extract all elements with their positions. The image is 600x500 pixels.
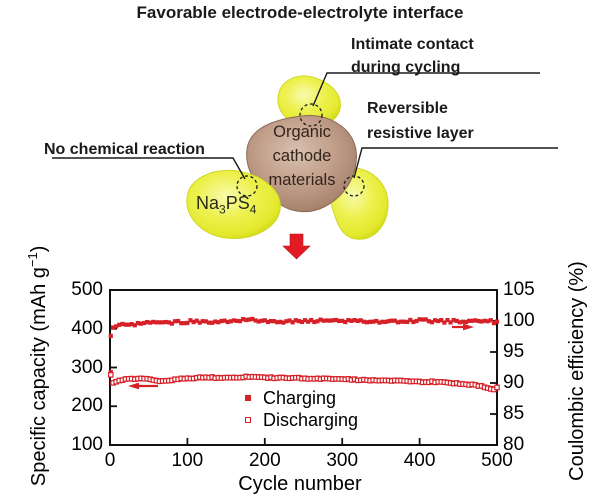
electrolyte-formula-sub2: 4 [249, 202, 257, 217]
right-axis-arrow-icon [452, 323, 474, 331]
annotation-no-chemical-reaction: No chemical reaction [44, 141, 205, 158]
axis-pointer-arrows [128, 323, 474, 390]
contact-circle-top [299, 103, 323, 127]
y-right-tick-label: 80 [503, 434, 525, 455]
x-tick-label: 300 [326, 450, 359, 471]
annotation-intimate-contact-line1: Intimate contact [351, 36, 474, 53]
pointer-line-intimate-contact [312, 72, 540, 107]
cathode-particle [246, 115, 357, 213]
electrolyte-formula-mid: PS [225, 193, 250, 213]
annotation-pointer-lines [52, 72, 558, 180]
cathode-material-label: Organic cathode materials [243, 120, 361, 192]
y-left-tick-label: 500 [71, 279, 103, 300]
y-axis-label-left: Specific capacity (mAh g−1) [22, 216, 50, 500]
legend-charging-label: Charging [263, 388, 337, 408]
annotation-reversible-layer: Reversible resistive layer [367, 96, 474, 146]
figure-title: Favorable electrode-electrolyte interfac… [136, 3, 464, 22]
axis-ticks [110, 320, 497, 445]
x-tick-label: 0 [104, 450, 116, 471]
pointer-line-reversible-layer [353, 147, 558, 179]
annotation-reversible-line1: Reversible [367, 100, 448, 117]
electrolyte-formula-label: Na3PS4 [196, 193, 256, 217]
data-markers [107, 316, 500, 393]
annotation-intimate-contact: Intimate contact during cycling [351, 33, 474, 79]
legend-charging-marker [245, 395, 251, 401]
y-left-tick-label: 100 [71, 434, 103, 455]
y-right-tick-label: 100 [503, 310, 535, 331]
pointer-line-no-chemical-reaction [52, 157, 246, 180]
annotation-reversible-line2: resistive layer [367, 125, 474, 142]
x-tick-label: 200 [248, 450, 281, 471]
y-axis-label-right: Coulombic efficiency (%) [566, 261, 588, 481]
electrolyte-formula-sub1: 3 [219, 202, 226, 217]
left-axis-arrow-icon [128, 382, 158, 390]
cathode-label-line2: cathode [272, 147, 332, 165]
x-tick-label: 500 [481, 450, 513, 471]
y-left-tick-label: 200 [71, 395, 103, 417]
y-axis-label-left-sup: −1 [25, 252, 41, 268]
annotation-intimate-contact-line2: during cycling [351, 59, 461, 76]
y-right-tick-label: 90 [503, 372, 525, 393]
legend-discharging-label: Discharging [263, 410, 359, 430]
series-coulombic-efficiency [108, 316, 500, 338]
y-axis-label-left-text: Specific capacity (mAh g [27, 267, 50, 487]
down-arrow-icon [282, 233, 311, 260]
y-right-tick-label: 85 [503, 403, 525, 424]
x-axis-label: Cycle number [238, 473, 362, 495]
y-axis-label-left-close: ) [27, 245, 50, 253]
cathode-label-line3: materials [268, 171, 336, 189]
contact-circle-left [236, 175, 258, 197]
y-right-tick-label: 105 [503, 279, 535, 300]
y-left-tick-label: 400 [71, 317, 103, 339]
series-discharging [107, 372, 500, 393]
cathode-label-line1: Organic [273, 123, 331, 141]
x-tick-label: 100 [171, 450, 204, 471]
y-left-tick-label: 300 [71, 356, 103, 378]
electrolyte-formula-pre: Na [196, 193, 220, 213]
y-right-tick-label: 95 [503, 341, 525, 362]
x-tick-label: 400 [403, 450, 436, 471]
legend-discharging-marker [245, 417, 251, 423]
